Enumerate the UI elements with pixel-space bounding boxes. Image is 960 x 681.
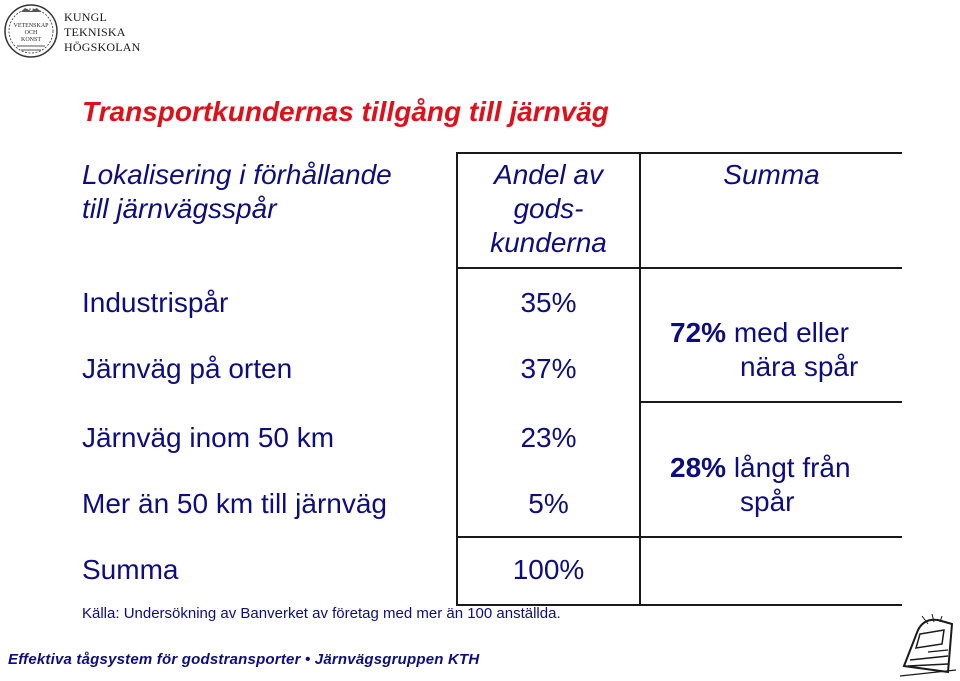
table-col-divider-2 xyxy=(639,152,641,606)
table-top-line xyxy=(456,152,902,154)
header-share-line: Andel av xyxy=(494,159,603,190)
row-label: Järnväg på orten xyxy=(82,353,293,384)
row-share: 23% xyxy=(520,422,577,453)
group-sum-far: 28% långt från spår xyxy=(670,451,851,519)
header-location: Lokalisering i förhållande till järnvägs… xyxy=(82,158,392,226)
table-col-divider-1 xyxy=(456,152,458,606)
header-share-line: gods- xyxy=(513,193,584,224)
kth-seal-icon: VETENSKAP OCH KONST xyxy=(4,4,58,58)
group-sum-text: spår xyxy=(740,486,795,517)
kth-logo: VETENSKAP OCH KONST KUNGL TEKNISKA HÖGSK… xyxy=(0,0,140,68)
table-header-line xyxy=(456,267,902,269)
total-share: 100% xyxy=(512,554,585,585)
group-sum-percent: 72% xyxy=(670,317,727,348)
row-label: Järnväg inom 50 km xyxy=(82,422,335,453)
group-sum-percent: 28% xyxy=(670,452,727,483)
total-label: Summa xyxy=(82,554,179,585)
group-sum-near: 72% med eller nära spår xyxy=(670,316,858,384)
table-group-divider xyxy=(640,401,902,403)
table-total-line xyxy=(456,536,902,538)
train-icon xyxy=(899,613,957,677)
header-share: Andel av gods- kunderna xyxy=(458,158,639,260)
row-share: 37% xyxy=(520,353,577,384)
row-label: Mer än 50 km till järnväg xyxy=(82,488,388,519)
table-bottom-line xyxy=(456,604,902,606)
row-label: Industrispår xyxy=(82,287,229,318)
header-sum: Summa xyxy=(723,159,820,190)
footer-text: Effektiva tågsystem för godstransporter … xyxy=(8,651,480,668)
header-location-line: till järnvägsspår xyxy=(82,193,277,224)
svg-text:VETENSKAP: VETENSKAP xyxy=(13,23,49,29)
group-sum-text: med eller xyxy=(733,317,849,348)
svg-text:KONST: KONST xyxy=(21,37,41,43)
row-share: 5% xyxy=(528,488,569,519)
header-share-line: kunderna xyxy=(490,227,607,258)
header-location-line: Lokalisering i förhållande xyxy=(82,159,392,190)
svg-text:OCH: OCH xyxy=(25,30,38,36)
source-note: Källa: Undersökning av Banverket av före… xyxy=(82,605,561,622)
kth-name-line: HÖGSKOLAN xyxy=(64,40,141,54)
kth-name-line: KUNGL xyxy=(64,10,107,24)
row-share: 35% xyxy=(520,287,577,318)
group-sum-text: nära spår xyxy=(740,351,859,382)
kth-name-line: TEKNISKA xyxy=(64,25,126,39)
page-title: Transportkundernas tillgång till järnväg xyxy=(82,96,609,127)
group-sum-text: långt från xyxy=(733,452,851,483)
kth-name: KUNGL TEKNISKA HÖGSKOLAN xyxy=(64,10,140,55)
